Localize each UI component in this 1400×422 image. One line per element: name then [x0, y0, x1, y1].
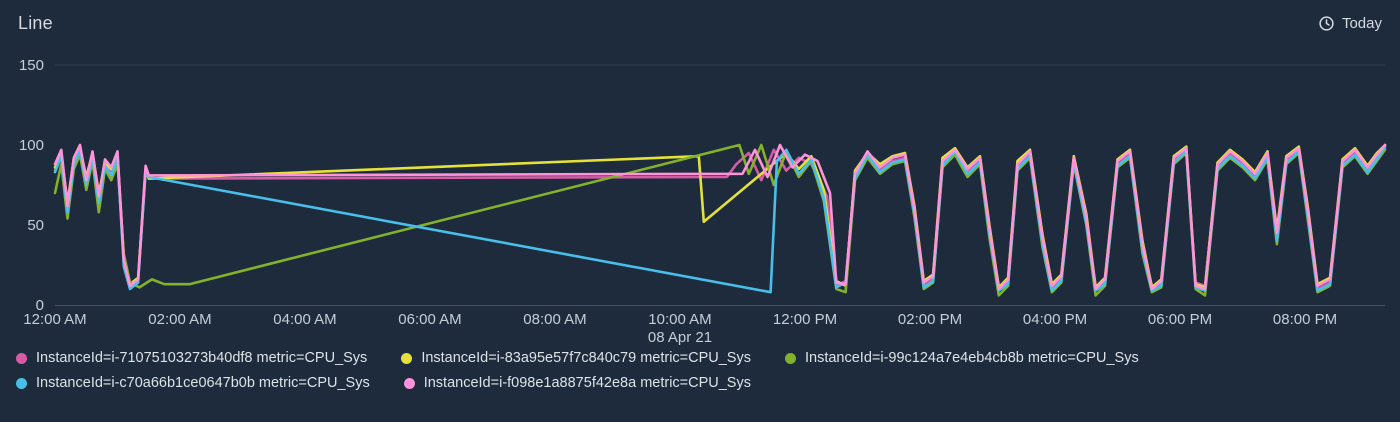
legend-swatch-icon [401, 352, 413, 364]
chart-title: Line [18, 12, 53, 33]
legend-label: InstanceId=i-83a95e57f7c840c79 metric=CP… [421, 350, 751, 366]
x-axis-label: 04:00 PM [1023, 311, 1087, 328]
x-axis-label: 04:00 AM [273, 311, 336, 328]
legend-item-1[interactable]: InstanceId=i-83a95e57f7c840c79 metric=CP… [401, 350, 751, 366]
time-range-label: Today [1341, 14, 1382, 32]
x-axis-date-label: 08 Apr 21 [648, 329, 712, 346]
x-axis-label: 08:00 PM [1273, 311, 1337, 328]
x-axis-label: 12:00 PM [773, 311, 837, 328]
chart-header: Line Today [0, 0, 1400, 46]
y-axis-label: 100 [19, 137, 44, 154]
legend-label: InstanceId=i-99c124a7e4eb4cb8b metric=CP… [804, 350, 1139, 366]
y-axis-label: 50 [27, 217, 44, 234]
legend-item-2[interactable]: InstanceId=i-99c124a7e4eb4cb8b metric=CP… [784, 350, 1139, 366]
x-axis-label: 06:00 PM [1148, 311, 1212, 328]
clock-icon [1319, 15, 1334, 31]
legend-item-0[interactable]: InstanceId=i-71075103273b40df8 metric=CP… [16, 350, 367, 366]
chart-legend: InstanceId=i-71075103273b40df8 metric=CP… [16, 350, 1390, 400]
x-axis-label: 08:00 AM [523, 311, 586, 328]
x-axis-label: 06:00 AM [398, 311, 461, 328]
x-axis-label: 12:00 AM [23, 311, 86, 328]
x-axis-label: 10:00 AM [648, 311, 711, 328]
legend-row: InstanceId=i-71075103273b40df8 metric=CP… [16, 350, 1390, 366]
legend-label: InstanceId=i-f098e1a8875f42e8a metric=CP… [423, 375, 751, 391]
legend-label: InstanceId=i-c70a66b1ce0647b0b metric=CP… [36, 375, 370, 391]
y-axis-label: 0 [36, 297, 44, 314]
legend-item-4[interactable]: InstanceId=i-f098e1a8875f42e8a metric=CP… [403, 375, 751, 391]
x-axis-label: 02:00 PM [898, 311, 962, 328]
legend-item-3[interactable]: InstanceId=i-c70a66b1ce0647b0b metric=CP… [16, 375, 370, 391]
series-line-4 [53, 143, 1387, 291]
series-line-2 [53, 143, 1387, 297]
legend-row: InstanceId=i-c70a66b1ce0647b0b metric=CP… [16, 375, 1390, 391]
x-axis-label: 02:00 AM [148, 311, 211, 328]
legend-swatch-icon [403, 377, 415, 389]
series-line-3 [53, 145, 1387, 294]
legend-swatch-icon [784, 352, 796, 364]
series-line-1 [53, 143, 1387, 289]
legend-label: InstanceId=i-71075103273b40df8 metric=CP… [36, 350, 368, 366]
y-axis-label: 150 [19, 57, 44, 74]
legend-swatch-icon [16, 352, 27, 364]
legend-swatch-icon [16, 377, 27, 389]
time-range-selector[interactable]: Today [1318, 15, 1382, 32]
